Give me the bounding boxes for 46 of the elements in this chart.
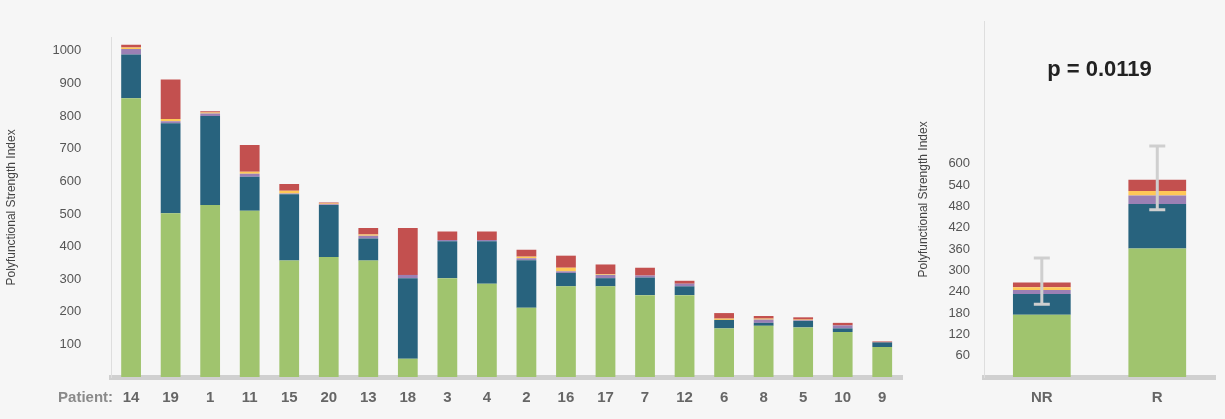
x-tick-label: 5: [798, 388, 808, 406]
y-tick-label: 200: [59, 303, 82, 319]
y-tick-label: 180: [948, 304, 971, 320]
y-tick-label: 360: [948, 240, 971, 256]
x-tick-label: 11: [241, 388, 258, 406]
x-tick-label: 16: [557, 388, 575, 406]
x-tick-label: 2: [522, 388, 531, 406]
x-tick-label: 10: [834, 388, 852, 406]
x-tick-label: 9: [878, 388, 887, 406]
x-tick-label: 6: [719, 388, 729, 406]
x-tick-label: 1: [205, 388, 215, 406]
x-tick-label: 20: [320, 388, 338, 406]
y-tick-label: 480: [948, 198, 971, 214]
x-tick-label: 14: [122, 388, 141, 406]
x-tick-label: 3: [443, 388, 452, 406]
y-tick-label: 60: [955, 347, 971, 363]
x-tick-label: 4: [482, 388, 492, 406]
y-tick-label: 600: [59, 172, 82, 188]
y-axis-title: Polyfunctional Strength Index: [3, 129, 18, 286]
x-tick-label: NR: [1030, 388, 1053, 406]
x-tick-label: 12: [676, 388, 693, 406]
x-tick-label: 7: [640, 388, 650, 406]
x-tick-label: 15: [280, 388, 298, 406]
y-tick-label: 400: [59, 238, 82, 254]
y-tick-label: 120: [948, 325, 971, 341]
y-tick-label: 100: [59, 335, 82, 351]
y-tick-label: 240: [948, 283, 971, 299]
x-tick-label: R: [1151, 388, 1163, 406]
y-tick-label: 800: [59, 107, 82, 123]
x-tick-label: 13: [359, 388, 377, 406]
y-axis-title: Polyfunctional Strength Index: [915, 121, 930, 278]
x-tick-label: 18: [399, 388, 417, 406]
x-tick-label: 17: [597, 388, 614, 406]
y-tick-label: 300: [948, 262, 971, 278]
y-tick-label: 300: [59, 270, 82, 286]
y-tick-label: 420: [948, 219, 971, 235]
annotation: p = 0.0119: [1047, 56, 1152, 82]
x-tick-label: 8: [759, 388, 768, 406]
x-axis-title: Patient:: [58, 388, 114, 406]
y-tick-label: 540: [948, 176, 971, 192]
y-tick-label: 700: [59, 140, 82, 156]
y-tick-label: 1000: [52, 42, 82, 58]
y-tick-label: 500: [59, 205, 82, 221]
y-tick-label: 900: [59, 75, 82, 91]
y-tick-label: 600: [948, 155, 971, 171]
x-tick-label: 19: [162, 388, 179, 406]
